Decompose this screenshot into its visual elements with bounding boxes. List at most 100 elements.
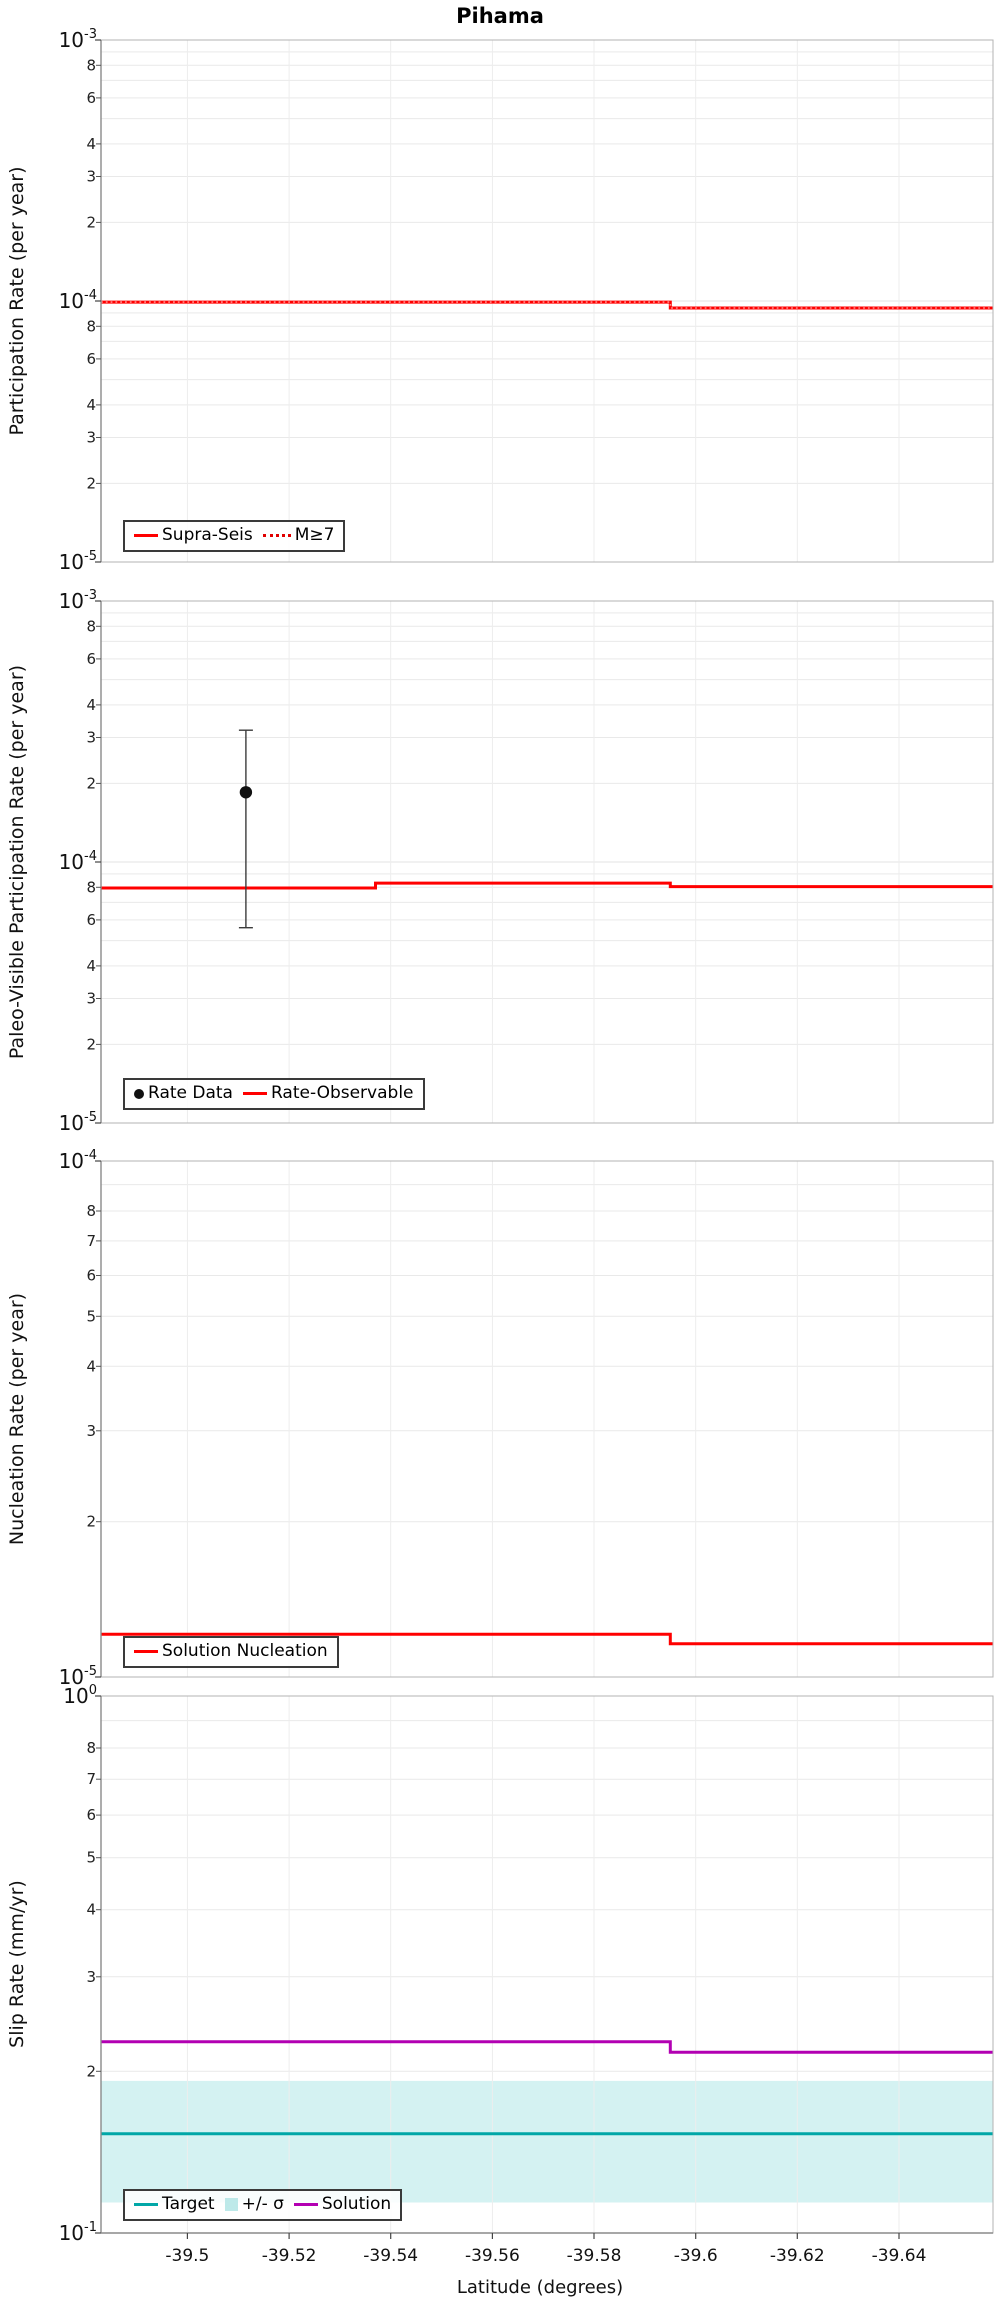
legend-item-solution-nucleation[interactable]: Solution Nucleation [134, 1641, 328, 1662]
y-tick-minor-label: 5 [86, 1307, 96, 1325]
y-tick-minor-label: 3 [86, 1968, 96, 1986]
legend-label: M≥7 [294, 525, 335, 545]
y-tick-minor-label: 4 [86, 135, 96, 153]
series-rate-observable [101, 881, 993, 890]
x-tick-label: -39.64 [872, 2246, 927, 2266]
y-tick-minor-label: 6 [86, 89, 96, 107]
series-solution-nucleation [101, 1632, 993, 1646]
chart-title: Pihama [456, 4, 544, 28]
y-tick-minor-label: 6 [86, 911, 96, 929]
y-tick-decade-label: 10-3 [59, 588, 97, 613]
y-tick-decade-label: 10-3 [59, 27, 97, 52]
legend-item-rate-observable[interactable]: Rate-Observable [242, 1083, 414, 1104]
y-tick-minor-label: 4 [86, 1901, 96, 1919]
y-tick-minor-label: 2 [86, 1035, 96, 1053]
y-tick-decade-label: 100 [63, 1683, 97, 1708]
y-axis-participation: 10-3 10-4 10-5 8 6 4 3 2 8 6 4 3 2 [59, 27, 101, 574]
y-tick-minor-label: 8 [86, 1202, 96, 1220]
x-tick-label: -39.58 [567, 2246, 622, 2266]
legend-nucleation[interactable]: Solution Nucleation [123, 1636, 339, 1668]
y-tick-minor-label: 8 [86, 56, 96, 74]
y-tick-minor-label: 3 [86, 729, 96, 747]
data-point-rate-data [238, 729, 253, 929]
y-axis-title-nucleation: Nucleation Rate (per year) [6, 1292, 28, 1546]
sigma-band [101, 2080, 993, 2203]
y-tick-minor-label: 4 [86, 957, 96, 975]
legend-line-swatch [293, 2203, 318, 2207]
legend-participation[interactable]: Supra-Seis M≥7 [123, 520, 346, 552]
legend-line-swatch [262, 534, 291, 538]
y-tick-minor-label: 8 [86, 617, 96, 635]
y-tick-minor-label: 2 [86, 1513, 96, 1531]
x-tick-label: -39.6 [674, 2246, 718, 2266]
y-tick-decade-label: 10-5 [59, 549, 97, 574]
y-tick-minor-label: 3 [86, 990, 96, 1008]
legend-marker-swatch [134, 1088, 144, 1099]
y-tick-minor-label: 2 [86, 2062, 96, 2080]
y-tick-decade-label: 10-4 [59, 849, 97, 874]
y-axis-title-paleo-visible: Paleo-Visible Participation Rate (per ye… [6, 664, 28, 1060]
y-tick-minor-label: 6 [86, 350, 96, 368]
legend-item-m-7[interactable]: M≥7 [262, 525, 335, 546]
legend-line-swatch [134, 2203, 158, 2207]
y-tick-minor-label: 7 [86, 1770, 96, 1788]
legend-slip-rate[interactable]: Target +/- σ Solution [123, 2189, 403, 2221]
legend-line-swatch [134, 534, 158, 538]
legend-label: Rate Data [148, 1083, 233, 1103]
legend-label: Supra-Seis [162, 525, 253, 545]
legend-item-[interactable]: +/- σ [224, 2194, 284, 2215]
legend-paleo-visible[interactable]: Rate Data Rate-Observable [123, 1078, 425, 1110]
x-tick-label: -39.62 [770, 2246, 825, 2266]
y-tick-minor-label: 8 [86, 878, 96, 896]
y-axis-paleo-visible: 10-3 10-4 10-5 8 6 4 3 2 8 6 4 3 2 [59, 588, 101, 1135]
legend-item-target[interactable]: Target [134, 2194, 215, 2215]
legend-label: Solution Nucleation [162, 1641, 328, 1661]
legend-label: Rate-Observable [270, 1083, 414, 1103]
y-tick-minor-label: 3 [86, 429, 96, 447]
y-tick-decade-label: 10-5 [59, 1110, 97, 1135]
y-tick-minor-label: 4 [86, 696, 96, 714]
y-tick-minor-label: 6 [86, 650, 96, 668]
legend-label: Solution [321, 2194, 392, 2214]
y-tick-decade-label: 10-4 [59, 1148, 97, 1173]
x-axis: -39.5 -39.52 -39.54 -39.56 -39.58 -39.6 -39.62… [165, 2233, 926, 2266]
legend-line-swatch [134, 1650, 158, 1654]
x-axis-title: Latitude (degrees) [457, 2277, 623, 2298]
panel-participation: 10-3 10-4 10-5 8 6 4 3 2 8 6 4 3 2 [59, 27, 994, 574]
y-tick-minor-label: 6 [86, 1806, 96, 1824]
y-tick-minor-label: 8 [86, 1739, 96, 1757]
legend-patch-swatch [224, 2198, 238, 2212]
legend-item-supra-seis[interactable]: Supra-Seis [134, 525, 253, 546]
y-tick-minor-label: 2 [86, 474, 96, 492]
x-tick-label: -39.52 [262, 2246, 317, 2266]
legend-label: Target [162, 2194, 215, 2214]
y-axis-slip-rate: 100 10-1 8 7 6 5 4 3 2 [59, 1683, 101, 2245]
legend-item-rate-data[interactable]: Rate Data [134, 1083, 233, 1104]
y-tick-minor-label: 3 [86, 168, 96, 186]
panel-paleo-visible: 10-3 10-4 10-5 8 6 4 3 2 8 6 4 3 2 [59, 588, 994, 1135]
y-tick-minor-label: 2 [86, 774, 96, 792]
legend-line-swatch [242, 1092, 267, 1096]
panel-slip-rate: 100 10-1 8 7 6 5 4 3 2 [59, 1683, 994, 2245]
y-axis-title-participation: Participation Rate (per year) [6, 166, 28, 436]
x-tick-label: -39.56 [465, 2246, 520, 2266]
legend-label: +/- σ [241, 2194, 284, 2214]
y-tick-minor-label: 4 [86, 396, 96, 414]
legend-item-solution[interactable]: Solution [293, 2194, 392, 2215]
y-tick-minor-label: 4 [86, 1357, 96, 1375]
y-tick-minor-label: 3 [86, 1422, 96, 1440]
y-tick-minor-label: 7 [86, 1232, 96, 1250]
x-tick-label: -39.5 [165, 2246, 209, 2266]
y-tick-minor-label: 2 [86, 213, 96, 231]
y-tick-decade-label: 10-4 [59, 288, 97, 313]
series-supra-seis [101, 300, 993, 310]
series-solution [101, 2040, 993, 2054]
y-tick-minor-label: 5 [86, 1849, 96, 1867]
y-tick-minor-label: 8 [86, 317, 96, 335]
y-axis-title-slip-rate: Slip Rate (mm/yr) [6, 1880, 28, 2048]
y-tick-decade-label: 10-1 [59, 2220, 97, 2245]
series-m-7 [101, 301, 993, 309]
